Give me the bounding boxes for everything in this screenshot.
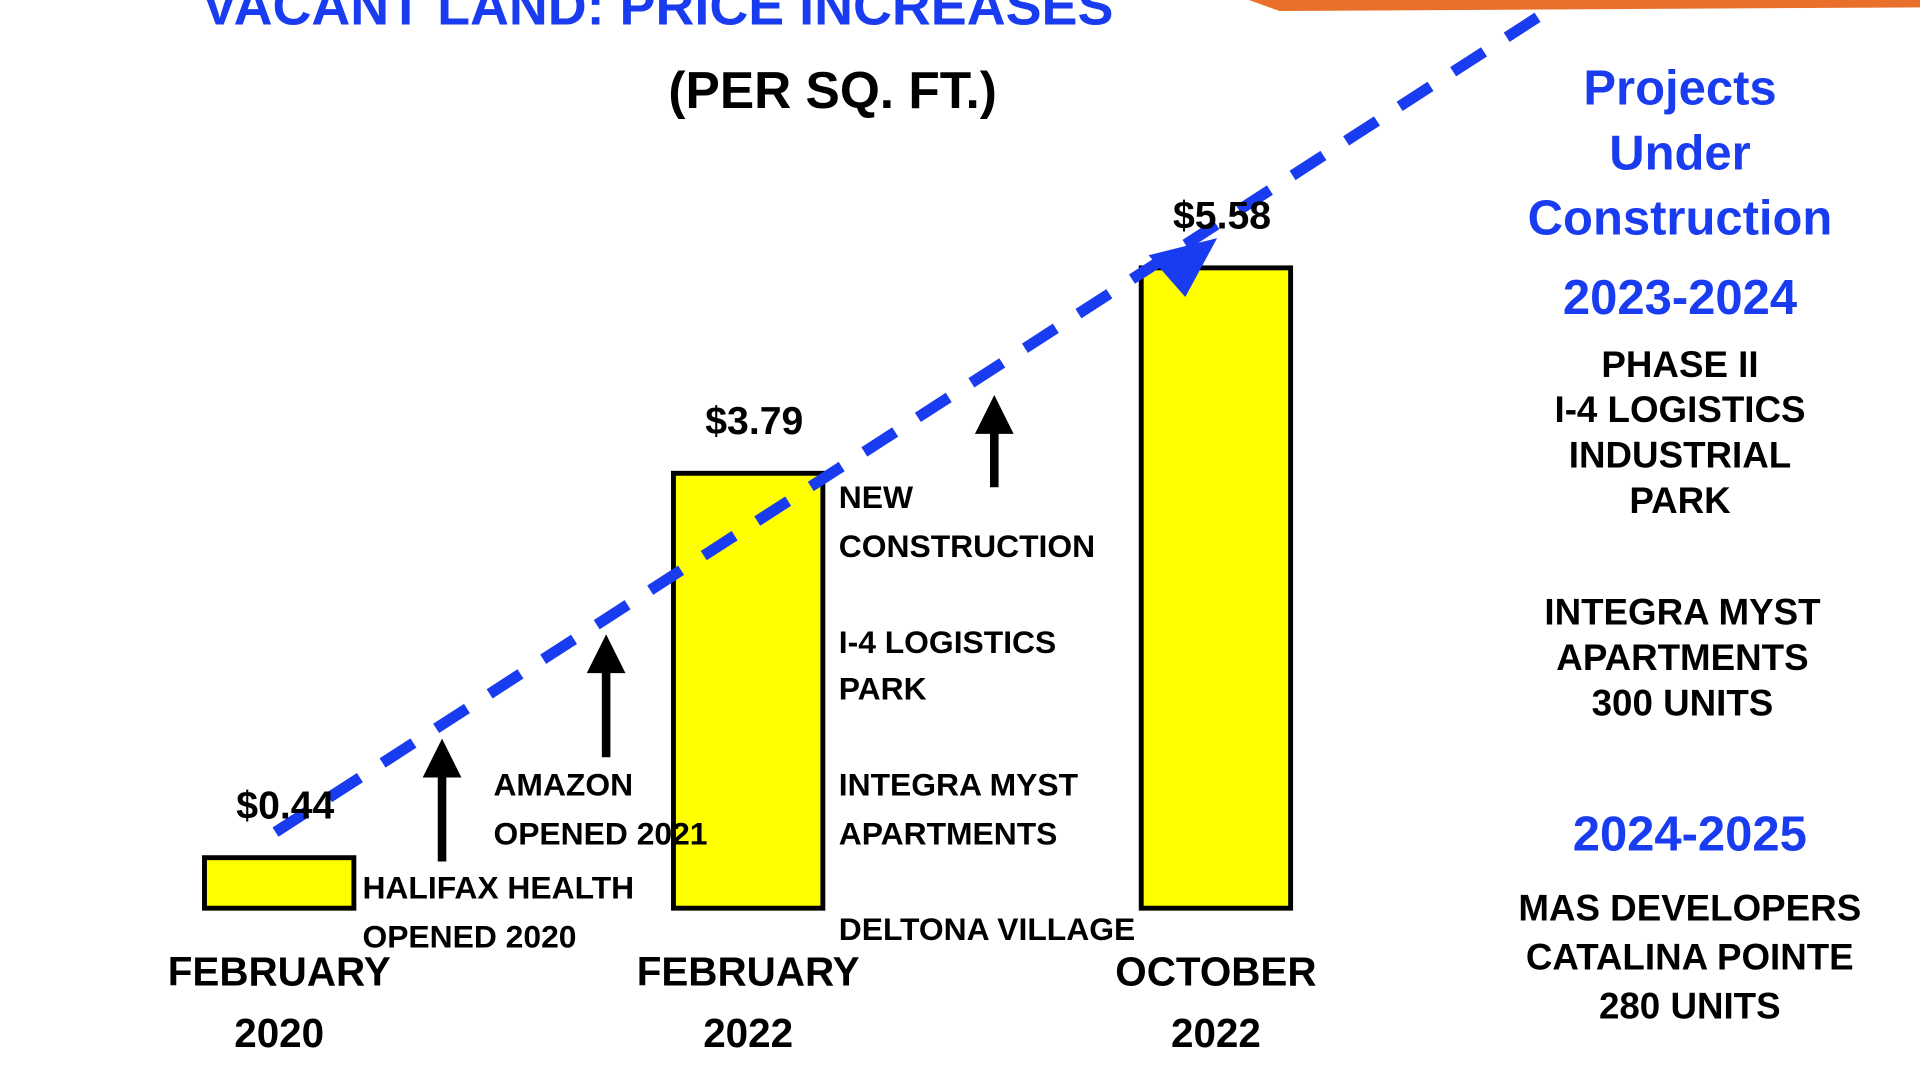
panel-project: PHASE II I-4 LOGISTICS INDUSTRIAL PARK: [1555, 344, 1806, 521]
panel-project: MAS DEVELOPERS CATALINA POINTE 280 UNITS: [1518, 887, 1861, 1026]
x-tick-label: OCTOBER 2022: [1115, 948, 1316, 1055]
trend-arrow: [272, 7, 1549, 837]
trend-line: [272, 7, 1549, 837]
bar: [671, 470, 826, 911]
x-tick-label: FEBRUARY 2020: [168, 948, 391, 1055]
panel-heading: Projects Under Construction: [1528, 61, 1833, 245]
annotation: I-4 LOGISTICS PARK: [839, 624, 1056, 707]
annotation: AMAZON OPENED 2021: [493, 766, 707, 851]
annotation: DELTONA VILLAGE: [839, 911, 1135, 947]
bar: [202, 855, 357, 911]
chart-subtitle: (PER SQ. FT.): [668, 61, 996, 119]
event-arrows: [422, 395, 1014, 862]
trend-arrowhead: [1148, 238, 1218, 297]
annotation: INTEGRA MYST APARTMENTS: [839, 766, 1079, 851]
value-label: $3.79: [705, 399, 803, 443]
arrowhead: [422, 738, 462, 778]
bar: [1138, 265, 1294, 911]
chart-title: VACANT LAND: PRICE INCREASES: [202, 0, 1114, 37]
value-label: $5.58: [1173, 194, 1271, 238]
panel-period: 2024-2025: [1573, 807, 1807, 861]
chart-area: [202, 265, 1294, 911]
panel-period: 2023-2024: [1563, 271, 1797, 325]
value-label: $0.44: [236, 783, 334, 827]
arrowhead: [974, 395, 1014, 434]
annotation: HALIFAX HEALTH OPENED 2020: [362, 869, 634, 954]
header-decoration: [1248, 0, 1920, 12]
arrowhead: [586, 634, 626, 674]
annotation: NEW CONSTRUCTION: [839, 479, 1095, 564]
x-tick-label: FEBRUARY 2022: [637, 948, 860, 1055]
panel-project: INTEGRA MYST APARTMENTS 300 UNITS: [1544, 592, 1821, 724]
